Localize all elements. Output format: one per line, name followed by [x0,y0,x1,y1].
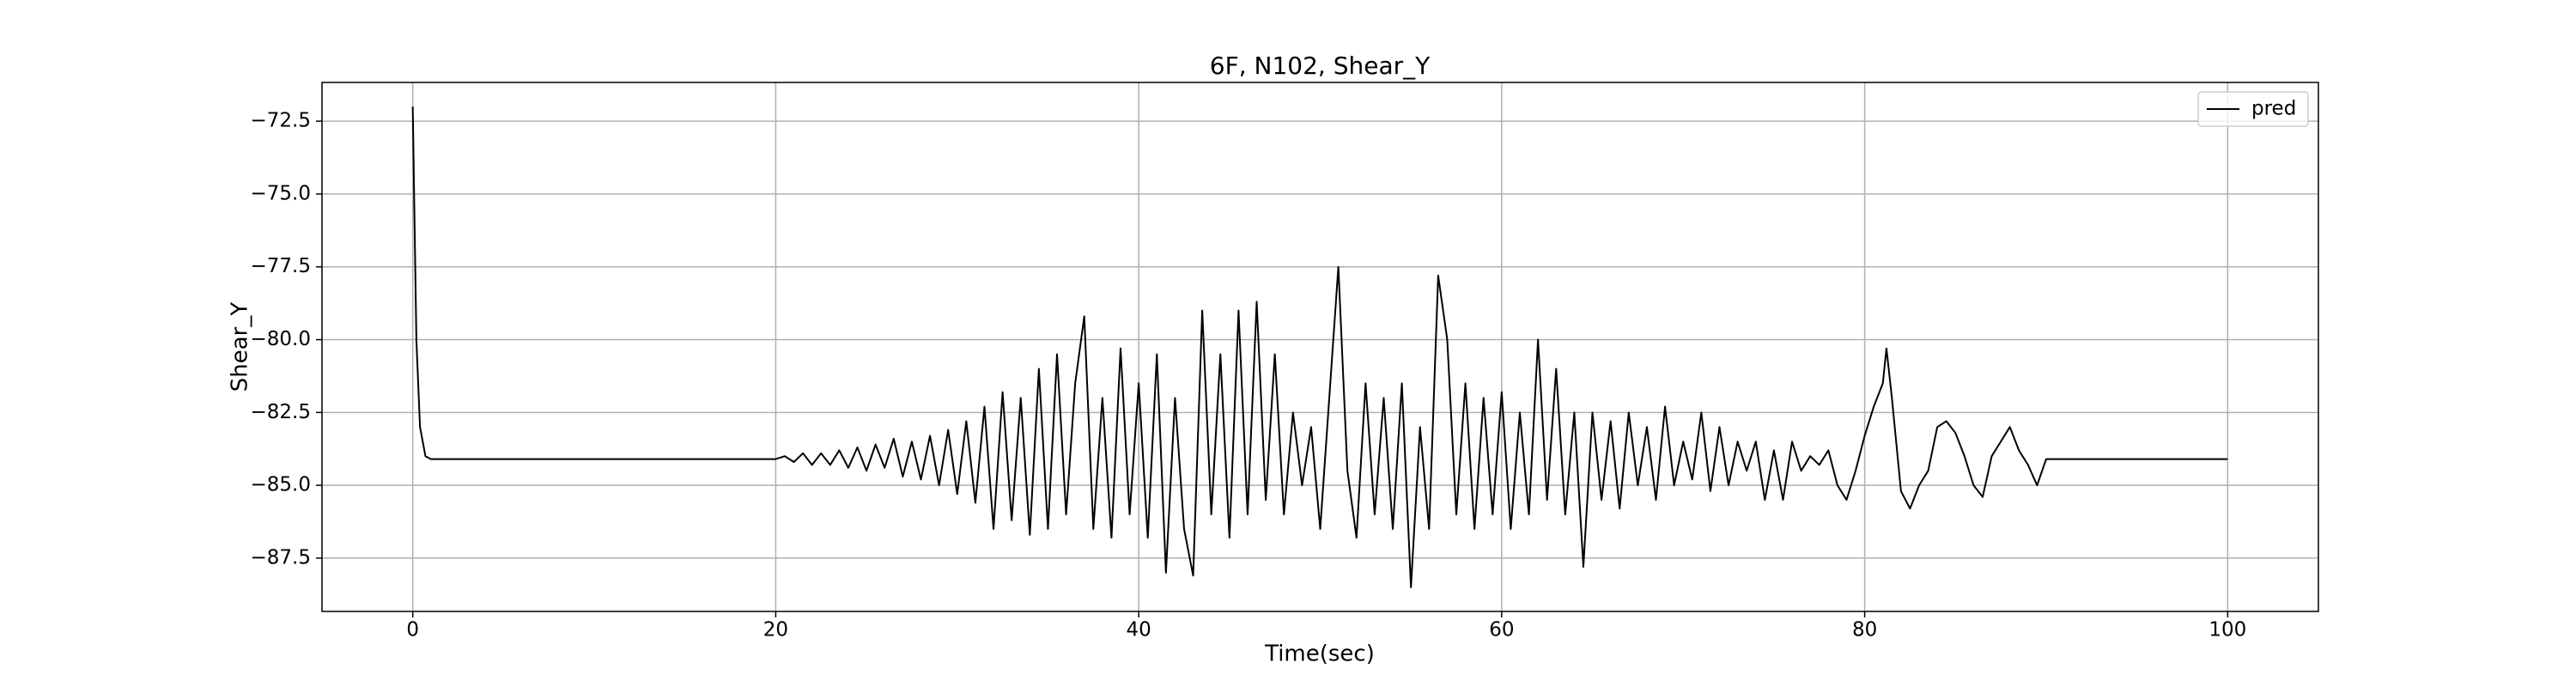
y-tick-label: −82.5 [251,401,311,423]
y-tick-label: −75.0 [251,182,311,204]
x-tick-label: 0 [406,619,419,641]
x-axis-label: Time(sec) [1264,641,1375,667]
x-tick-label: 40 [1126,619,1151,641]
legend: pred [2197,91,2309,127]
legend-label: pred [2251,98,2296,120]
x-tick-label: 80 [1852,619,1877,641]
y-tick-label: −80.0 [251,328,311,350]
x-tick-label: 60 [1489,619,1514,641]
plot-frame [321,82,2319,612]
x-tick-label: 100 [2208,619,2246,641]
y-axis-label: Shear_Y [228,302,253,392]
chart-title: 6F, N102, Shear_Y [1210,52,1431,80]
y-tick-label: −77.5 [251,255,311,277]
x-tick-label: 20 [763,619,788,641]
y-tick-label: −72.5 [251,110,311,132]
legend-box [2197,91,2309,127]
y-tick-label: −85.0 [251,474,311,496]
data-line [411,106,2228,588]
y-tick-label: −87.5 [251,546,311,568]
